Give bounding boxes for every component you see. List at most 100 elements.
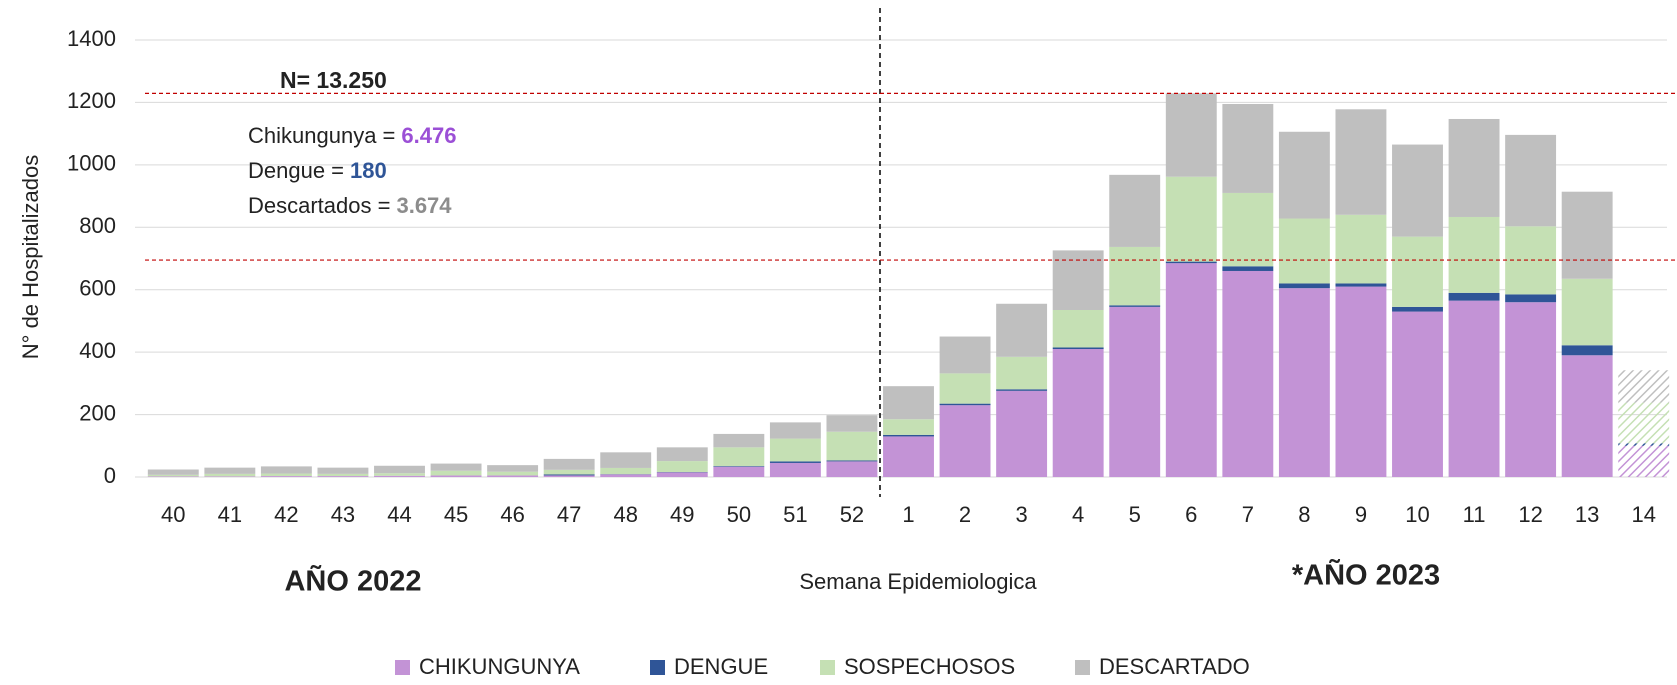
x-tick-label: 14 [1631,502,1655,527]
bar-segment [1222,270,1274,477]
bar-segment [430,463,482,471]
bar-segment [1052,349,1104,477]
bar-segment [1278,218,1330,284]
bar-segment [826,461,878,477]
x-tick-label: 48 [613,502,637,527]
bar-segment [656,447,708,462]
y-tick-label: 1000 [67,151,116,176]
y-axis-title: N° de Hospitalizados [18,155,43,359]
annotation: Chikungunya = 6.476 [248,123,456,148]
bar-segment [713,466,765,467]
y-tick-label: 1200 [67,88,116,113]
bar-segment [147,474,199,477]
x-tick-label: 52 [840,502,864,527]
bar-segment [317,476,369,477]
bar-segment [883,386,934,420]
bar-segment [826,415,878,432]
bar-segment [1165,176,1217,262]
bar-segment [1278,131,1330,219]
bar-segment [1505,302,1557,477]
bar-segment [826,431,878,461]
bar-segment [600,467,652,475]
bar-segment [1561,355,1613,477]
x-tick-label: 1 [902,502,914,527]
bar-segment [1505,134,1557,227]
bar-segment [1222,192,1274,267]
bar-segment [1392,311,1443,477]
bar-segment [487,471,539,476]
bar-segment [1392,144,1443,237]
period-label: AÑO 2022 [284,564,421,598]
annotation-text: Chikungunya = [248,123,395,148]
legend-label: DESCARTADO [1099,654,1250,679]
bar-segment [1448,118,1500,217]
annotation-value: 6.476 [401,123,456,148]
bar-segment [430,475,482,477]
bar-segment [543,469,595,475]
bar-segment [713,466,765,477]
bar-segment [1052,250,1104,311]
bar-segment [1109,305,1161,307]
bar-segment [996,303,1048,357]
x-tick-label: 4 [1072,502,1084,527]
x-tick-label: 46 [500,502,524,527]
legend-swatch [1075,660,1090,675]
x-tick-label: 3 [1015,502,1027,527]
bar-segment [260,466,312,474]
y-tick-label: 1400 [67,26,116,51]
bar-segment [1505,294,1557,303]
bar-segment [1392,236,1443,307]
bar-segment [656,472,708,477]
bar-segment [883,436,934,477]
bar-segment [374,473,425,476]
bar-segment [1448,292,1500,301]
bar-segment [769,461,821,463]
bar-segment [1618,445,1670,477]
legend-label: SOSPECHOSOS [844,654,1015,679]
legend-swatch [820,660,835,675]
bar-segment [1335,283,1387,287]
bar-segment [147,469,199,475]
bar-segment [1109,174,1161,247]
bar-segment [713,447,765,467]
bar-segment [1109,246,1161,306]
legend-swatch [650,660,665,675]
y-tick-label: 800 [79,213,116,238]
bar-segment [1618,443,1670,446]
bar-segment [939,403,991,406]
x-tick-label: 45 [444,502,468,527]
bar-segment [1561,345,1613,356]
x-tick-label: 13 [1575,502,1599,527]
bar-segment [996,390,1048,477]
bar-segment [1222,266,1274,271]
bar-segment [883,434,934,437]
bar-segment [769,462,821,477]
x-tick-label: 7 [1242,502,1254,527]
y-tick-label: 0 [104,463,116,488]
annotation-text: Dengue = [248,158,344,183]
annotation-title: N= 13.250 [280,67,387,93]
legend-swatch [395,660,410,675]
x-tick-label: 43 [331,502,355,527]
bar-segment [1335,214,1387,284]
bar-segment [996,356,1048,390]
bar-segment [769,422,821,439]
bar-segment [487,465,539,472]
x-tick-label: 12 [1518,502,1542,527]
bar-segment [1618,370,1670,403]
bar-segment [600,452,652,468]
bar-segment [1278,288,1330,477]
annotation-value: 180 [350,158,387,183]
x-tick-label: 2 [959,502,971,527]
bar-segment [713,433,765,448]
bar-segment [1561,191,1613,279]
x-tick-label: 6 [1185,502,1197,527]
x-tick-label: 47 [557,502,581,527]
bar-segment [939,373,991,404]
bar-segment [1109,306,1161,477]
bar-segment [1222,103,1274,193]
x-tick-label: 50 [727,502,751,527]
bar-segment [1335,109,1387,215]
bar-segment [1335,286,1387,477]
bar-segment [1278,283,1330,289]
